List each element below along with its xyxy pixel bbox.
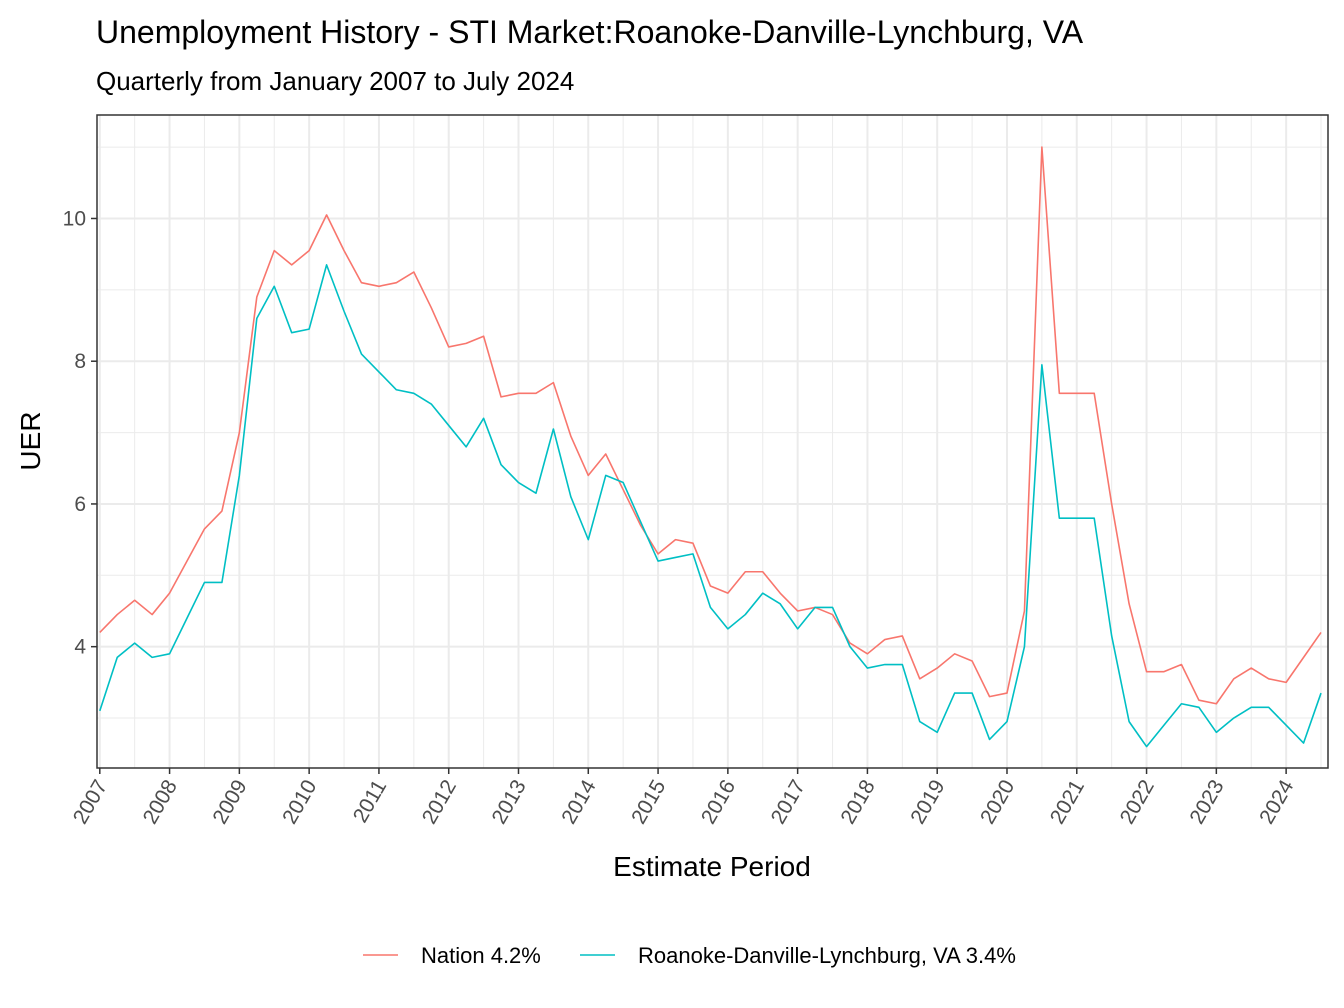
series-line-0 — [99, 146, 1322, 705]
y-axis: 4 6 8 10 — [63, 207, 97, 659]
legend: Nation 4.2% Roanoke-Danville-Lynchburg, V… — [363, 943, 1016, 968]
y-axis-title: UER — [15, 411, 46, 470]
chart-subtitle: Quarterly from January 2007 to July 2024 — [96, 66, 574, 96]
y-tick-label: 8 — [74, 350, 86, 373]
grid-major — [97, 115, 1328, 768]
y-tick-label: 6 — [74, 493, 86, 516]
series-layer — [99, 146, 1322, 748]
series-line-1 — [99, 264, 1322, 748]
chart-title: Unemployment History - STI Market:Roanok… — [96, 14, 1084, 50]
legend-label-1: Roanoke-Danville-Lynchburg, VA 3.4% — [638, 943, 1016, 968]
y-tick-label: 4 — [74, 636, 86, 659]
grid-minor — [97, 115, 1328, 768]
legend-label-0: Nation 4.2% — [421, 943, 541, 968]
x-axis-title: Estimate Period — [613, 851, 811, 882]
y-tick-label: 10 — [63, 207, 86, 230]
plot-panel-border — [96, 114, 1329, 769]
